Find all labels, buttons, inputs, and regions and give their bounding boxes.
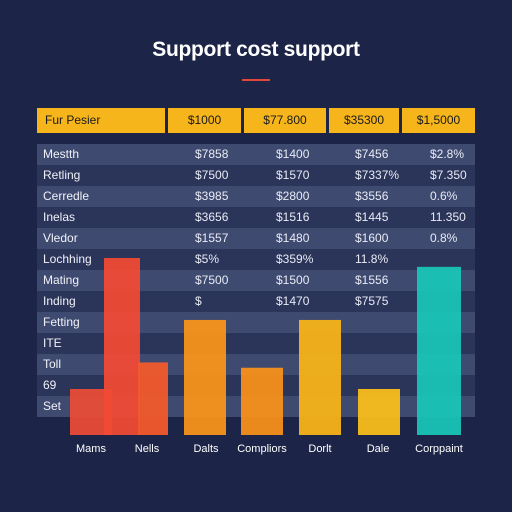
table-cell: $3656 bbox=[195, 210, 229, 224]
table-cell: $1470 bbox=[276, 294, 310, 308]
table-cell: Mestth bbox=[43, 147, 80, 161]
table-cell: $3985 bbox=[195, 189, 229, 203]
x-tick-label: Nells bbox=[135, 443, 160, 455]
table-cell: Vledor bbox=[43, 231, 78, 245]
x-tick-label: Dalts bbox=[193, 443, 219, 455]
table-row: Lochhing $5% $359% 11.8% bbox=[37, 249, 475, 270]
bar-dale bbox=[358, 388, 400, 435]
table-header-cell: $1,5000 bbox=[402, 108, 475, 133]
table-row: Mating $7500 $1500 $1556 bbox=[37, 270, 475, 291]
table-cell: $1570 bbox=[276, 168, 310, 182]
table-cell: $1400 bbox=[276, 147, 310, 161]
table-cell: 11.8% bbox=[355, 252, 389, 266]
table-cell: $3556 bbox=[355, 189, 389, 203]
bar-corppaint bbox=[417, 266, 461, 435]
table-cell: $1500 bbox=[276, 273, 310, 287]
bar-nells bbox=[138, 362, 168, 435]
table-cell: $ bbox=[195, 294, 202, 308]
table-cell: ITE bbox=[43, 336, 62, 350]
table-cell: Fetting bbox=[43, 315, 80, 329]
table-cell: $2.8% bbox=[430, 147, 465, 161]
x-tick-label: Mams bbox=[76, 443, 106, 455]
x-tick-label: Dale bbox=[367, 443, 390, 455]
table-cell: Mating bbox=[43, 273, 80, 287]
table-cell: Cerredle bbox=[43, 189, 90, 203]
table-cell: $7.350 bbox=[430, 168, 467, 182]
table-cell: $1516 bbox=[276, 210, 310, 224]
table-row: ITE bbox=[37, 333, 475, 354]
table-cell: $7858 bbox=[195, 147, 229, 161]
table-cell: $5% bbox=[195, 252, 220, 266]
table-cell: Lochhing bbox=[43, 252, 92, 266]
table-header-cell: $1000 bbox=[168, 108, 241, 133]
x-tick-label: Corppaint bbox=[415, 443, 463, 455]
bar-dorlt bbox=[299, 319, 341, 435]
table-cell: $2800 bbox=[276, 189, 310, 203]
table-cell: 69 bbox=[43, 378, 57, 392]
bar-mams bbox=[104, 258, 140, 435]
table-cell: $1480 bbox=[276, 231, 310, 245]
table-cell: $359% bbox=[276, 252, 314, 266]
table-cell: Inding bbox=[43, 294, 76, 308]
table-row: Retling $7500 $1570 $7337% $7.350 bbox=[37, 165, 475, 186]
table-header-cell: $77.800 bbox=[244, 108, 326, 133]
chart-title: Support cost support bbox=[152, 38, 360, 61]
table-cell: $7575 bbox=[355, 294, 389, 308]
table-cell: 0.6% bbox=[430, 189, 458, 203]
table-row: Fetting bbox=[37, 312, 475, 333]
table-cell: $1557 bbox=[195, 231, 229, 245]
table-cell: Retling bbox=[43, 168, 81, 182]
x-tick-label: Dorlt bbox=[308, 443, 331, 455]
table-cell: $7500 bbox=[195, 273, 229, 287]
x-tick-label: Compliors bbox=[237, 443, 287, 455]
table-cell: $7456 bbox=[355, 147, 389, 161]
table-row: Cerredle $3985 $2800 $3556 0.6% bbox=[37, 186, 475, 207]
table-row: Mestth $7858 $1400 $7456 $2.8% bbox=[37, 144, 475, 165]
table-cell: 0.8% bbox=[430, 231, 458, 245]
table-header-row: Fur Pesier $1000 $77.800 $35300 $1,5000 bbox=[37, 108, 475, 133]
table-cell: $1445 bbox=[355, 210, 389, 224]
bar-compliors bbox=[241, 367, 283, 435]
table-cell: Toll bbox=[43, 357, 62, 371]
table-cell: $7337% bbox=[355, 168, 400, 182]
table-cell: Set bbox=[43, 399, 62, 413]
table-cell: 11.350 bbox=[430, 210, 466, 224]
table-header-cell: $35300 bbox=[329, 108, 399, 133]
bar-dalts bbox=[184, 319, 226, 435]
table-row: Inding $ $1470 $7575 bbox=[37, 291, 475, 312]
table-row: Vledor $1557 $1480 $1600 0.8% bbox=[37, 228, 475, 249]
table-cell: $1600 bbox=[355, 231, 389, 245]
table-header-cell: Fur Pesier bbox=[37, 108, 165, 133]
table-cell: $1556 bbox=[355, 273, 389, 287]
title-underline bbox=[242, 79, 270, 81]
table-cell: Inelas bbox=[43, 210, 76, 224]
table-row: Inelas $3656 $1516 $1445 11.350 bbox=[37, 207, 475, 228]
table-cell: $7500 bbox=[195, 168, 229, 182]
